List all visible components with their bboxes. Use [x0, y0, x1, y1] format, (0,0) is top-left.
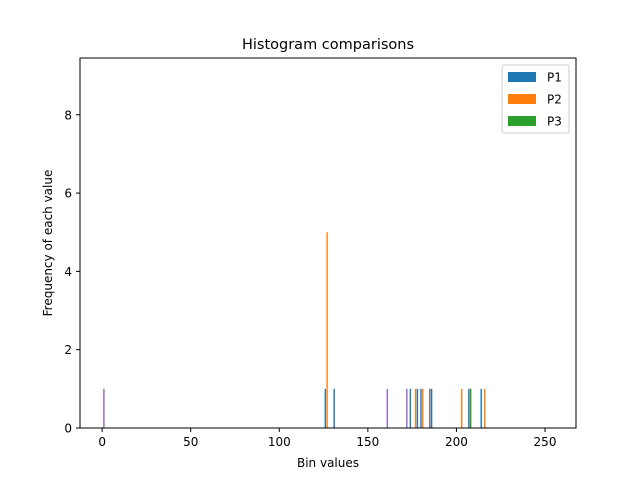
- x-tick-label: 50: [183, 435, 198, 449]
- histogram-bar: [409, 388, 412, 428]
- x-axis-label: Bin values: [297, 456, 359, 470]
- histogram-bar: [386, 388, 389, 428]
- histogram-bar: [326, 232, 328, 428]
- x-tick-label: 250: [534, 435, 557, 449]
- legend: P1 P2 P3: [501, 64, 570, 134]
- y-tick-label: 0: [64, 422, 72, 436]
- y-tick-label: 8: [64, 108, 72, 122]
- legend-label: P2: [547, 93, 562, 107]
- chart-title: Histogram comparisons: [242, 37, 414, 53]
- bars-layer: [103, 232, 486, 428]
- histogram-bar: [416, 388, 419, 428]
- y-tick-label: 2: [64, 343, 72, 357]
- y-tick-label: 6: [64, 187, 72, 201]
- x-tick-label: 150: [356, 435, 379, 449]
- y-axis-label: Frequency of each value: [41, 170, 55, 317]
- y-tick-label: 4: [64, 265, 72, 279]
- histogram-bar: [461, 388, 463, 428]
- histogram-bar: [103, 388, 105, 428]
- x-tick-label: 200: [445, 435, 468, 449]
- histogram-bar: [422, 388, 424, 428]
- histogram-bar: [484, 388, 486, 428]
- legend-swatch: [508, 72, 536, 82]
- histogram-bar: [429, 388, 431, 428]
- histogram-bar: [430, 388, 433, 428]
- axes-frame: [79, 57, 577, 429]
- legend-label: P3: [547, 115, 562, 129]
- legend-swatch: [508, 94, 536, 104]
- x-tick-label: 100: [268, 435, 291, 449]
- histogram-bar: [469, 388, 472, 428]
- histogram-bar: [414, 388, 417, 428]
- y-ticks: 0 2 4 6 8: [64, 108, 80, 436]
- histogram-bar: [333, 388, 335, 428]
- legend-swatch: [508, 116, 536, 126]
- x-ticks: 0 50 100 150 200 250: [98, 428, 556, 449]
- histogram-bar: [480, 388, 482, 428]
- histogram-bar: [468, 388, 470, 428]
- legend-label: P1: [547, 71, 562, 85]
- histogram-bar: [406, 388, 408, 428]
- histogram-bar: [420, 388, 422, 428]
- x-tick-label: 0: [98, 435, 106, 449]
- histogram-bar: [324, 388, 327, 428]
